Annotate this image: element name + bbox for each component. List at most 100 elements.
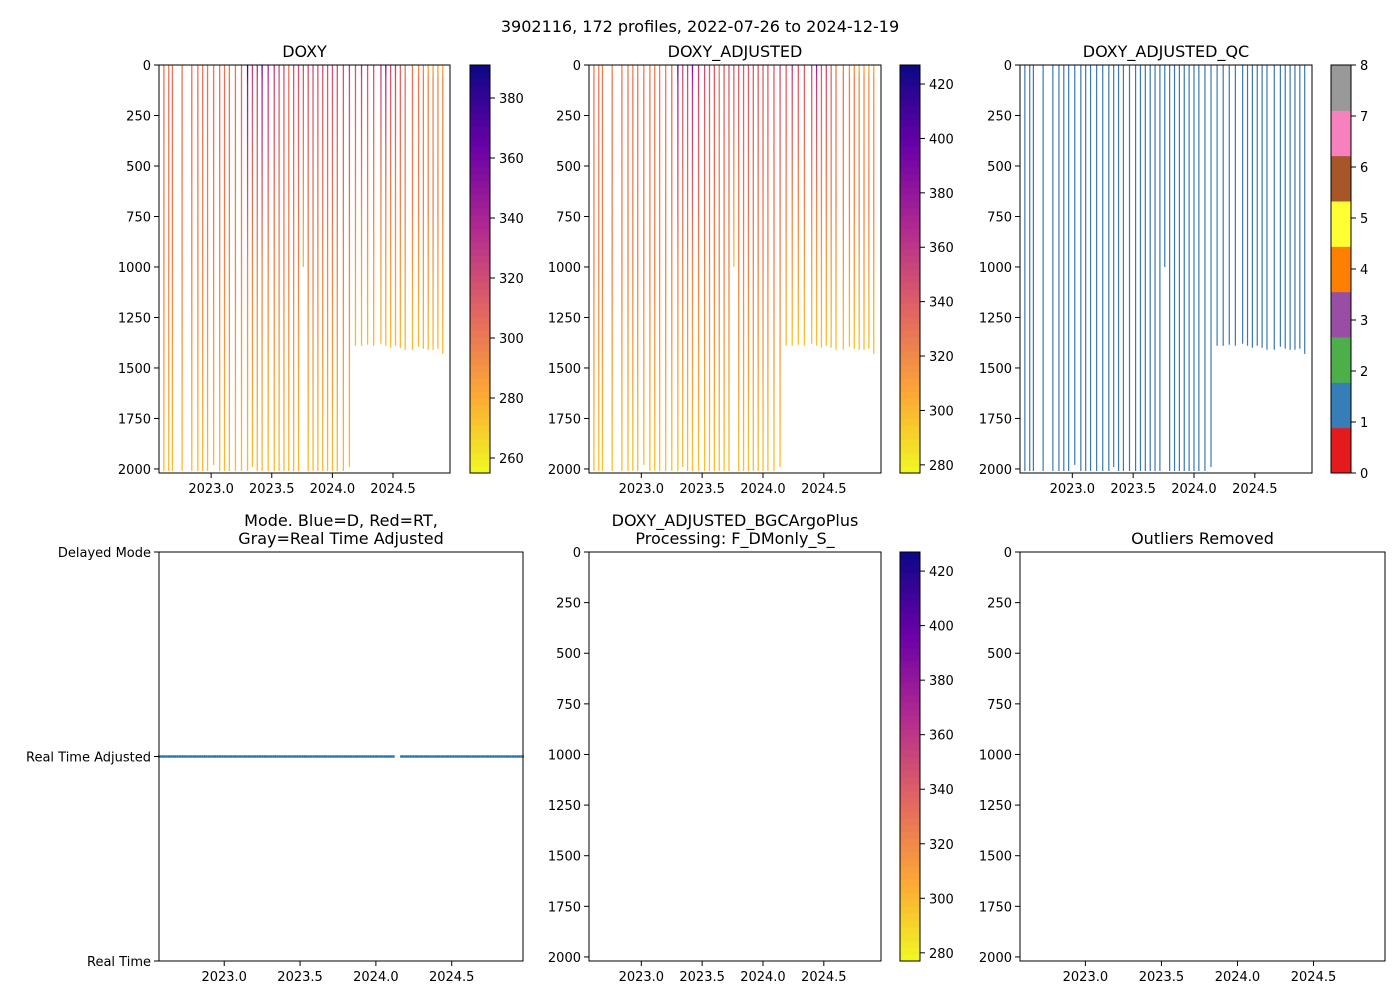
mode-marker bbox=[332, 755, 335, 758]
mode-marker bbox=[267, 755, 270, 758]
panel-title: Outliers Removed bbox=[1131, 529, 1274, 548]
colorbar-segment bbox=[470, 330, 490, 338]
x-tick-label: 2023.5 bbox=[277, 970, 323, 985]
figure-title: 3902116, 172 profiles, 2022-07-26 to 202… bbox=[501, 17, 899, 36]
profile-line bbox=[246, 65, 249, 471]
mode-marker bbox=[225, 755, 228, 758]
profile-line bbox=[637, 65, 639, 471]
mode-marker bbox=[196, 755, 199, 758]
y-tick-label: 1250 bbox=[548, 799, 581, 814]
y-tick-label: 0 bbox=[573, 546, 581, 561]
colorbar-segment bbox=[900, 71, 920, 80]
mode-marker bbox=[365, 755, 368, 758]
mode-marker bbox=[381, 755, 384, 758]
profile-line bbox=[742, 65, 745, 471]
colorbar-tick-label: 3 bbox=[1360, 314, 1368, 329]
mode-marker bbox=[334, 755, 337, 758]
mode-marker bbox=[283, 755, 286, 758]
mode-marker bbox=[341, 755, 344, 758]
colorbar-tick-label: 2 bbox=[1360, 365, 1368, 380]
colorbar-segment bbox=[470, 384, 490, 392]
mode-marker bbox=[412, 755, 415, 758]
colorbar-segment bbox=[900, 364, 920, 372]
colorbar-segment bbox=[470, 432, 490, 440]
y-tick-label: 1500 bbox=[118, 362, 151, 377]
mode-marker bbox=[163, 755, 166, 758]
profile-line bbox=[261, 65, 263, 471]
colorbar-segment bbox=[1331, 65, 1351, 111]
colorbar-segment bbox=[900, 606, 920, 614]
colorbar-segment bbox=[900, 316, 920, 324]
profile-line bbox=[256, 65, 258, 471]
x-tick-label: 2024.0 bbox=[1171, 482, 1217, 497]
mode-marker bbox=[487, 755, 490, 758]
colorbar-segment bbox=[900, 647, 920, 655]
colorbar-segment bbox=[900, 65, 920, 73]
colorbar-segment bbox=[900, 954, 920, 962]
x-tick-label: 2023.5 bbox=[679, 482, 725, 497]
mode-marker bbox=[391, 755, 393, 758]
mode-marker bbox=[358, 755, 361, 758]
colorbar-segment bbox=[1331, 337, 1351, 383]
mode-marker bbox=[401, 755, 404, 758]
colorbar-segment bbox=[470, 139, 490, 148]
y-tick-label: 0 bbox=[1004, 59, 1012, 74]
mode-marker bbox=[520, 755, 523, 758]
colorbar-segment bbox=[900, 879, 920, 887]
mode-marker bbox=[434, 755, 437, 758]
mode-marker bbox=[354, 755, 357, 758]
profile-line bbox=[212, 65, 215, 465]
mode-marker bbox=[261, 755, 264, 758]
colorbar-segment bbox=[900, 248, 920, 256]
colorbar-segment bbox=[470, 133, 490, 141]
mode-marker bbox=[471, 755, 473, 758]
colorbar-segment bbox=[900, 133, 920, 141]
colorbar-segment bbox=[470, 228, 490, 236]
colorbar-segment bbox=[470, 160, 490, 168]
mode-marker bbox=[323, 755, 326, 758]
colorbar-segment bbox=[470, 248, 490, 256]
colorbar-segment bbox=[900, 845, 920, 853]
profile-line bbox=[863, 65, 865, 350]
profile-line bbox=[288, 65, 290, 471]
mode-marker bbox=[427, 755, 430, 758]
mode-marker bbox=[502, 755, 504, 758]
colorbar-segment bbox=[470, 255, 490, 263]
colorbar-segment bbox=[470, 350, 490, 358]
mode-marker bbox=[462, 755, 464, 758]
mode-marker bbox=[307, 755, 310, 758]
profile-line bbox=[825, 65, 827, 346]
colorbar-tick-label: 280 bbox=[929, 947, 954, 962]
profile-line bbox=[317, 65, 319, 471]
colorbar-segment bbox=[470, 377, 490, 386]
colorbar-segment bbox=[900, 817, 920, 826]
mode-marker bbox=[483, 755, 486, 758]
profile-line bbox=[197, 65, 199, 471]
colorbar-segment bbox=[900, 119, 920, 127]
mode-marker bbox=[472, 755, 475, 758]
profile-line bbox=[842, 65, 844, 350]
mode-marker bbox=[269, 755, 271, 758]
colorbar-segment bbox=[900, 838, 920, 846]
panel-doxy_adj: DOXY_ADJUSTED 2023.0 2023.5 2024.0 2024.5 0 25… bbox=[548, 42, 954, 497]
x-tick-label: 2024.5 bbox=[801, 970, 847, 985]
colorbar-segment bbox=[900, 262, 920, 270]
colorbar-segment bbox=[900, 661, 920, 669]
profile-line bbox=[671, 65, 673, 471]
colorbar-segment bbox=[470, 105, 490, 114]
profile-line bbox=[380, 65, 382, 344]
y-tick-label: 250 bbox=[126, 109, 151, 124]
colorbar-segment bbox=[470, 391, 490, 399]
profile-line bbox=[627, 65, 629, 471]
colorbar-tick-label: 300 bbox=[929, 892, 954, 907]
colorbar-segment bbox=[900, 940, 920, 948]
profile-line bbox=[163, 65, 165, 471]
mode-marker bbox=[436, 755, 439, 758]
colorbar-segment bbox=[900, 139, 920, 148]
mode-marker bbox=[500, 755, 503, 758]
axes-frame bbox=[1019, 64, 1313, 474]
mode-marker bbox=[223, 755, 226, 758]
colorbar-segment bbox=[900, 708, 920, 717]
colorbar-segment bbox=[900, 579, 920, 587]
mode-marker bbox=[321, 755, 324, 758]
